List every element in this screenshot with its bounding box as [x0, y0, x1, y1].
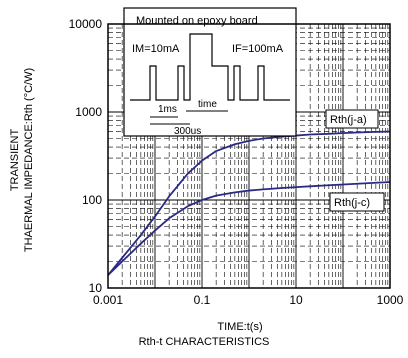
- series-layer: [107, 130, 391, 276]
- inset-label-300us: 300us: [174, 126, 201, 137]
- y-tick-label: 10000: [69, 17, 103, 31]
- inset-pulse-train: [130, 33, 290, 101]
- inset-label-time: time: [198, 99, 217, 110]
- series-line-rth-jc: [107, 181, 391, 276]
- series-label-ja-box: [325, 109, 379, 129]
- series-label-ja-text: Rth(j-a): [330, 114, 367, 126]
- chart-caption: Rth-t CHARACTERISTICS: [138, 336, 270, 348]
- series-line-rth-ja: [107, 130, 391, 276]
- inset-title: Mounted on epoxy board: [136, 15, 258, 27]
- x-tick-label: 0.001: [93, 293, 123, 307]
- series-label-jc: Rth(j-c): [329, 192, 385, 212]
- tick-labels: 0.001 0.1 10 1000 10 100 1000 10000: [69, 17, 404, 307]
- y-tick-label: 10: [89, 281, 103, 295]
- series-label-ja: Rth(j-a): [325, 109, 379, 129]
- series-label-jc-text: Rth(j-c): [334, 197, 370, 209]
- series-label-jc-box: [329, 192, 385, 212]
- x-tick-label: 0.1: [194, 293, 211, 307]
- inset-label-im: IM=10mA: [132, 43, 180, 55]
- x-axis-title: TIME:t(s): [217, 321, 262, 333]
- y-axis-title-line1: TRANSIENT: [9, 129, 21, 192]
- inset: Mounted on epoxy board IM=10mA IF=100mA …: [123, 7, 297, 137]
- x-tick-label: 10: [289, 293, 303, 307]
- inset-label-1ms: 1ms: [158, 104, 177, 115]
- inset-label-if: IF=100mA: [232, 43, 284, 55]
- inset-box: [123, 7, 297, 137]
- y-axis-title-line2: THAERMAL IMPEDANCE:Rth (°C/W): [23, 68, 35, 252]
- y-tick-label: 1000: [75, 105, 102, 119]
- x-tick-label: 1000: [377, 293, 404, 307]
- plot-border: [107, 23, 391, 289]
- y-tick-label: 100: [82, 193, 102, 207]
